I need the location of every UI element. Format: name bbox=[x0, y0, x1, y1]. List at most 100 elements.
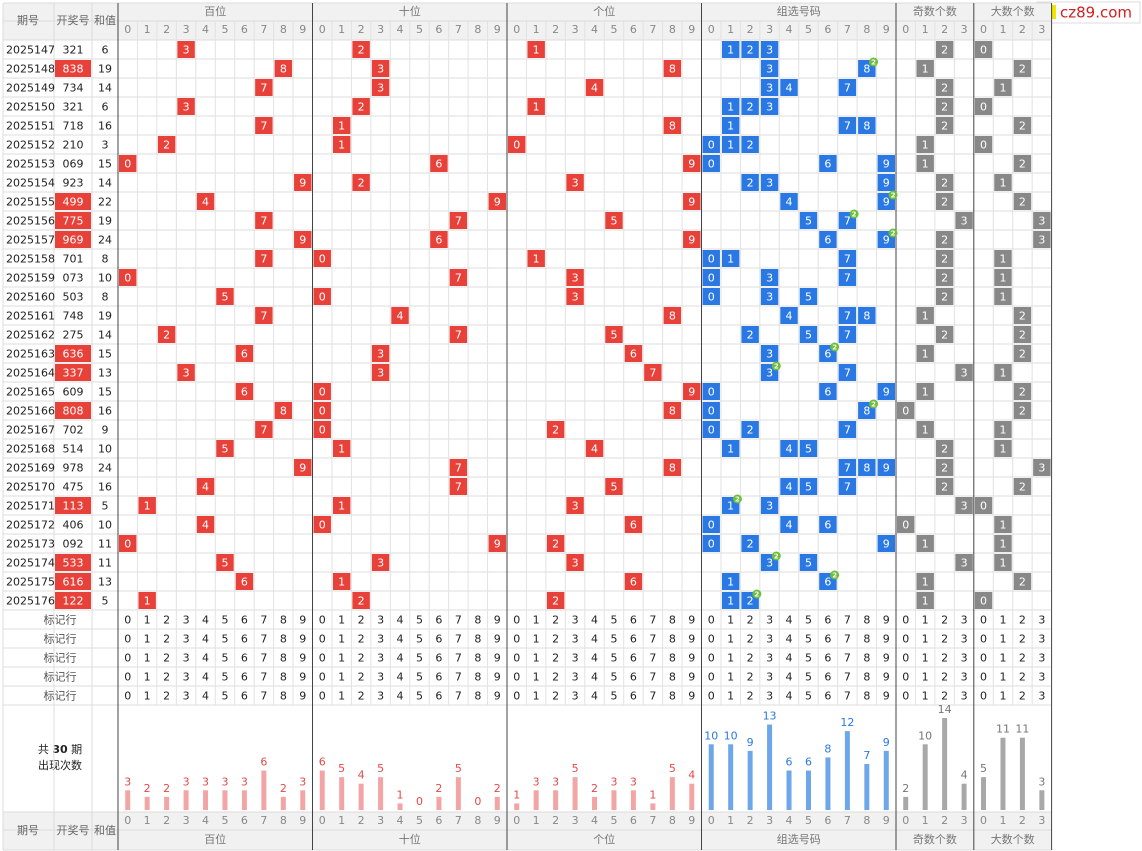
group-digit: 2 bbox=[747, 538, 754, 551]
marker-digit: 8 bbox=[280, 671, 287, 684]
marker-label: 标记行 bbox=[44, 670, 77, 684]
marker-digit: 2 bbox=[358, 633, 365, 646]
repeat-count: 2 bbox=[832, 572, 837, 580]
position-digit: 7 bbox=[260, 82, 267, 95]
position-digit: 4 bbox=[591, 443, 598, 456]
repeat-badge bbox=[869, 57, 879, 67]
position-digit: 7 bbox=[260, 253, 267, 266]
odd-count: 2 bbox=[941, 120, 948, 133]
position-digit-cell bbox=[624, 345, 643, 362]
digit-header: 1 bbox=[533, 814, 540, 827]
position-digit: 7 bbox=[455, 272, 462, 285]
group-digit: 3 bbox=[766, 348, 773, 361]
odd-count-cell bbox=[916, 535, 934, 552]
odd-count-cell bbox=[897, 402, 915, 419]
sum: 13 bbox=[98, 576, 112, 589]
digit-header: 2 bbox=[747, 814, 754, 827]
group-digit: 7 bbox=[844, 367, 851, 380]
digit-header: 5 bbox=[221, 23, 228, 36]
marker-digit: 4 bbox=[397, 652, 404, 665]
digit-header: 8 bbox=[669, 23, 676, 36]
issue: 2025155 bbox=[6, 196, 55, 209]
digit-header: 0 bbox=[513, 23, 520, 36]
group-digit-cell bbox=[760, 345, 779, 362]
sum: 3 bbox=[102, 139, 109, 152]
group-digit-cell bbox=[760, 497, 779, 514]
big-count-cell bbox=[1013, 383, 1032, 400]
digit-header: 6 bbox=[824, 814, 831, 827]
big-count: 0 bbox=[980, 101, 987, 114]
position-digit: 1 bbox=[338, 500, 345, 513]
frequency-label: 2 bbox=[163, 782, 170, 795]
position-digit: 2 bbox=[552, 424, 559, 437]
issue: 2025159 bbox=[6, 272, 55, 285]
position-digit: 0 bbox=[319, 519, 326, 532]
group-digit-cell bbox=[780, 193, 798, 210]
sum: 9 bbox=[102, 424, 109, 437]
frequency-label: 12 bbox=[840, 716, 854, 729]
marker-digit: 1 bbox=[144, 690, 151, 703]
digit-header: 1 bbox=[144, 814, 151, 827]
marker-digit: 9 bbox=[494, 652, 501, 665]
position-digit: 3 bbox=[572, 272, 579, 285]
group-digit-cell bbox=[838, 269, 857, 286]
group-digit: 7 bbox=[844, 253, 851, 266]
group-digit: 7 bbox=[844, 215, 851, 228]
odd-count: 1 bbox=[922, 538, 929, 551]
marker-digit: 6 bbox=[630, 671, 637, 684]
marker-digit: 8 bbox=[863, 652, 870, 665]
group-digit-cell bbox=[702, 136, 720, 153]
big-count: 1 bbox=[999, 272, 1006, 285]
position-digit-cell bbox=[177, 364, 195, 381]
odd-count-cell bbox=[935, 326, 954, 343]
position-digit: 8 bbox=[669, 462, 676, 475]
big-count-cell bbox=[974, 136, 993, 153]
digit-header: 6 bbox=[435, 814, 442, 827]
position-digit: 0 bbox=[319, 386, 326, 399]
group-digit-cell bbox=[838, 307, 857, 324]
odd-count-cell bbox=[916, 592, 934, 609]
odd-count-cell bbox=[935, 269, 954, 286]
marker-digit: 1 bbox=[922, 690, 929, 703]
repeat-badge bbox=[771, 551, 781, 561]
big-count: 1 bbox=[999, 538, 1006, 551]
marker-digit: 0 bbox=[902, 690, 909, 703]
marker-digit: 0 bbox=[980, 652, 987, 665]
position-digit-cell bbox=[371, 79, 390, 96]
position-digit-cell bbox=[566, 269, 584, 286]
summary-suffix: 期 bbox=[71, 743, 82, 756]
marker-digit: 9 bbox=[688, 690, 695, 703]
group-digit: 2 bbox=[747, 101, 754, 114]
repeat-badge bbox=[849, 209, 859, 219]
frequency-label: 9 bbox=[747, 736, 754, 749]
digit-header: 8 bbox=[280, 814, 287, 827]
frequency-label: 3 bbox=[221, 775, 228, 788]
big-count-cell bbox=[994, 174, 1012, 191]
position-digit: 3 bbox=[377, 367, 384, 380]
big-count: 3 bbox=[1038, 234, 1045, 247]
digit-header: 1 bbox=[922, 23, 929, 36]
marker-digit: 8 bbox=[669, 633, 676, 646]
group-digit-cell bbox=[702, 383, 720, 400]
marker-digit: 3 bbox=[183, 652, 190, 665]
big-count-cell bbox=[1013, 155, 1032, 172]
marker-digit: 0 bbox=[708, 652, 715, 665]
position-digit: 9 bbox=[494, 538, 501, 551]
draw-number: 636 bbox=[63, 348, 84, 361]
marker-digit: 4 bbox=[202, 652, 209, 665]
marker-digit: 9 bbox=[883, 633, 890, 646]
marker-digit: 2 bbox=[747, 671, 754, 684]
marker-digit: 9 bbox=[299, 652, 306, 665]
group-digit-cell bbox=[702, 269, 720, 286]
marker-digit: 3 bbox=[377, 671, 384, 684]
frequency-bar bbox=[630, 790, 636, 810]
frequency-label: 3 bbox=[533, 775, 540, 788]
logo[interactable]: cz89.com bbox=[1060, 4, 1132, 22]
marker-digit: 4 bbox=[786, 633, 793, 646]
digit-header: 3 bbox=[766, 23, 773, 36]
group-digit-cell bbox=[780, 516, 798, 533]
group-digit: 9 bbox=[883, 196, 890, 209]
odd-count-cell bbox=[955, 554, 973, 571]
digit-header: 7 bbox=[649, 23, 656, 36]
frequency-label: 1 bbox=[513, 788, 520, 801]
